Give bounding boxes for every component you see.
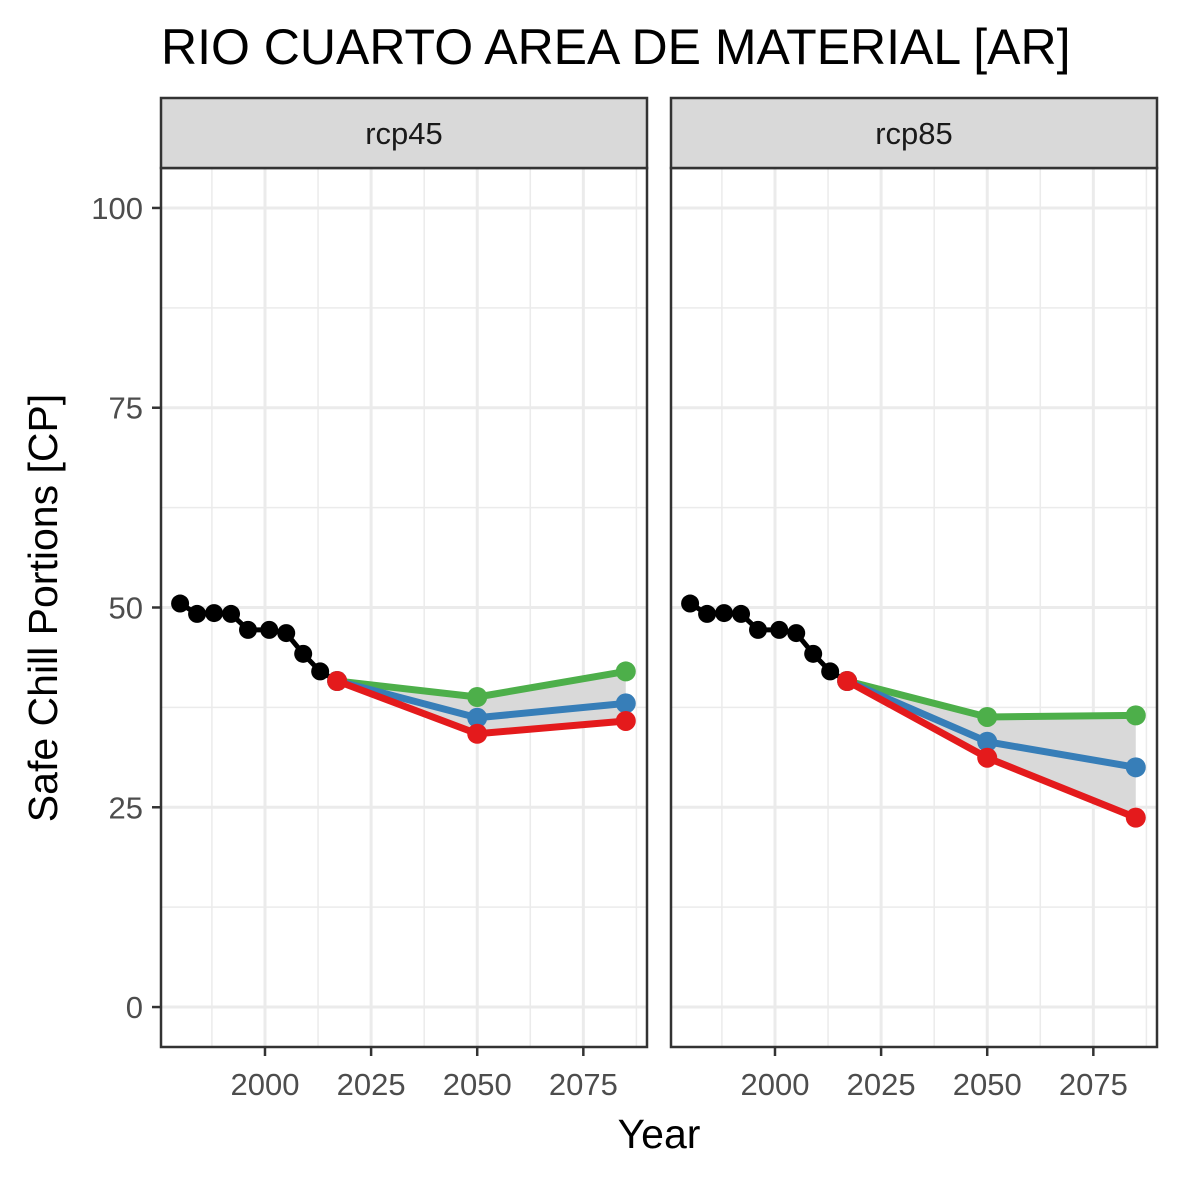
series-point-green bbox=[977, 706, 998, 727]
x-tick-label: 2075 bbox=[1059, 1067, 1128, 1102]
series-point-blue bbox=[467, 707, 488, 728]
series-point-blue bbox=[615, 693, 636, 714]
facet-strip bbox=[159, 96, 649, 170]
historic-point bbox=[171, 594, 190, 613]
facet-strip-label: rcp45 bbox=[365, 116, 443, 151]
y-tick-label: 50 bbox=[109, 591, 143, 626]
facet-strip bbox=[669, 96, 1159, 170]
historic-point bbox=[277, 624, 296, 643]
series-point-red bbox=[837, 671, 858, 692]
y-tick-label: 25 bbox=[109, 790, 143, 825]
historic-point bbox=[770, 620, 789, 639]
y-axis-title: Safe Chill Portions [CP] bbox=[20, 394, 66, 822]
x-axis: 2000 2025 2050 2075 2000 2025 2050 2075 bbox=[231, 1047, 1128, 1102]
panel-rcp85: rcp85 bbox=[669, 96, 1159, 1049]
historic-point bbox=[260, 620, 279, 639]
historic-point bbox=[294, 644, 313, 663]
chart-title: RIO CUARTO AREA DE MATERIAL [AR] bbox=[161, 19, 1070, 75]
x-axis-title: Year bbox=[618, 1111, 701, 1157]
x-tick-label: 2075 bbox=[549, 1067, 618, 1102]
series-point-blue bbox=[1125, 757, 1146, 778]
series-point-red bbox=[327, 671, 348, 692]
series-point-green bbox=[1125, 705, 1146, 726]
series-point-red bbox=[1125, 807, 1146, 828]
historic-point bbox=[749, 620, 768, 639]
series-point-red bbox=[977, 747, 998, 768]
historic-point bbox=[787, 624, 806, 643]
x-tick-label: 2025 bbox=[847, 1067, 916, 1102]
historic-point bbox=[205, 604, 224, 623]
x-tick-label: 2050 bbox=[953, 1067, 1022, 1102]
x-tick-label: 2000 bbox=[741, 1067, 810, 1102]
x-tick-label: 2000 bbox=[231, 1067, 300, 1102]
historic-point bbox=[681, 594, 700, 613]
y-tick-label: 100 bbox=[91, 191, 143, 226]
historic-point bbox=[732, 604, 751, 623]
facet-strip-label: rcp85 bbox=[875, 116, 953, 151]
series-point-red bbox=[467, 723, 488, 744]
x-tick-label: 2050 bbox=[443, 1067, 512, 1102]
historic-point bbox=[804, 644, 823, 663]
x-tick-label: 2025 bbox=[337, 1067, 406, 1102]
historic-point bbox=[821, 662, 840, 681]
facet-panels: rcp45 rcp85 bbox=[159, 96, 1159, 1049]
historic-point bbox=[715, 604, 734, 623]
series-point-red bbox=[615, 710, 636, 731]
series-point-green bbox=[467, 686, 488, 707]
historic-point bbox=[311, 662, 330, 681]
series-point-green bbox=[615, 661, 636, 682]
y-tick-label: 75 bbox=[109, 391, 143, 426]
historic-point bbox=[222, 604, 241, 623]
historic-point bbox=[698, 604, 717, 623]
series-point-blue bbox=[977, 731, 998, 752]
panel-rcp45: rcp45 bbox=[159, 96, 649, 1049]
y-tick-label: 0 bbox=[126, 990, 143, 1025]
y-axis: 0 25 50 75 100 bbox=[91, 191, 161, 1025]
historic-point bbox=[239, 620, 258, 639]
historic-point bbox=[188, 604, 207, 623]
